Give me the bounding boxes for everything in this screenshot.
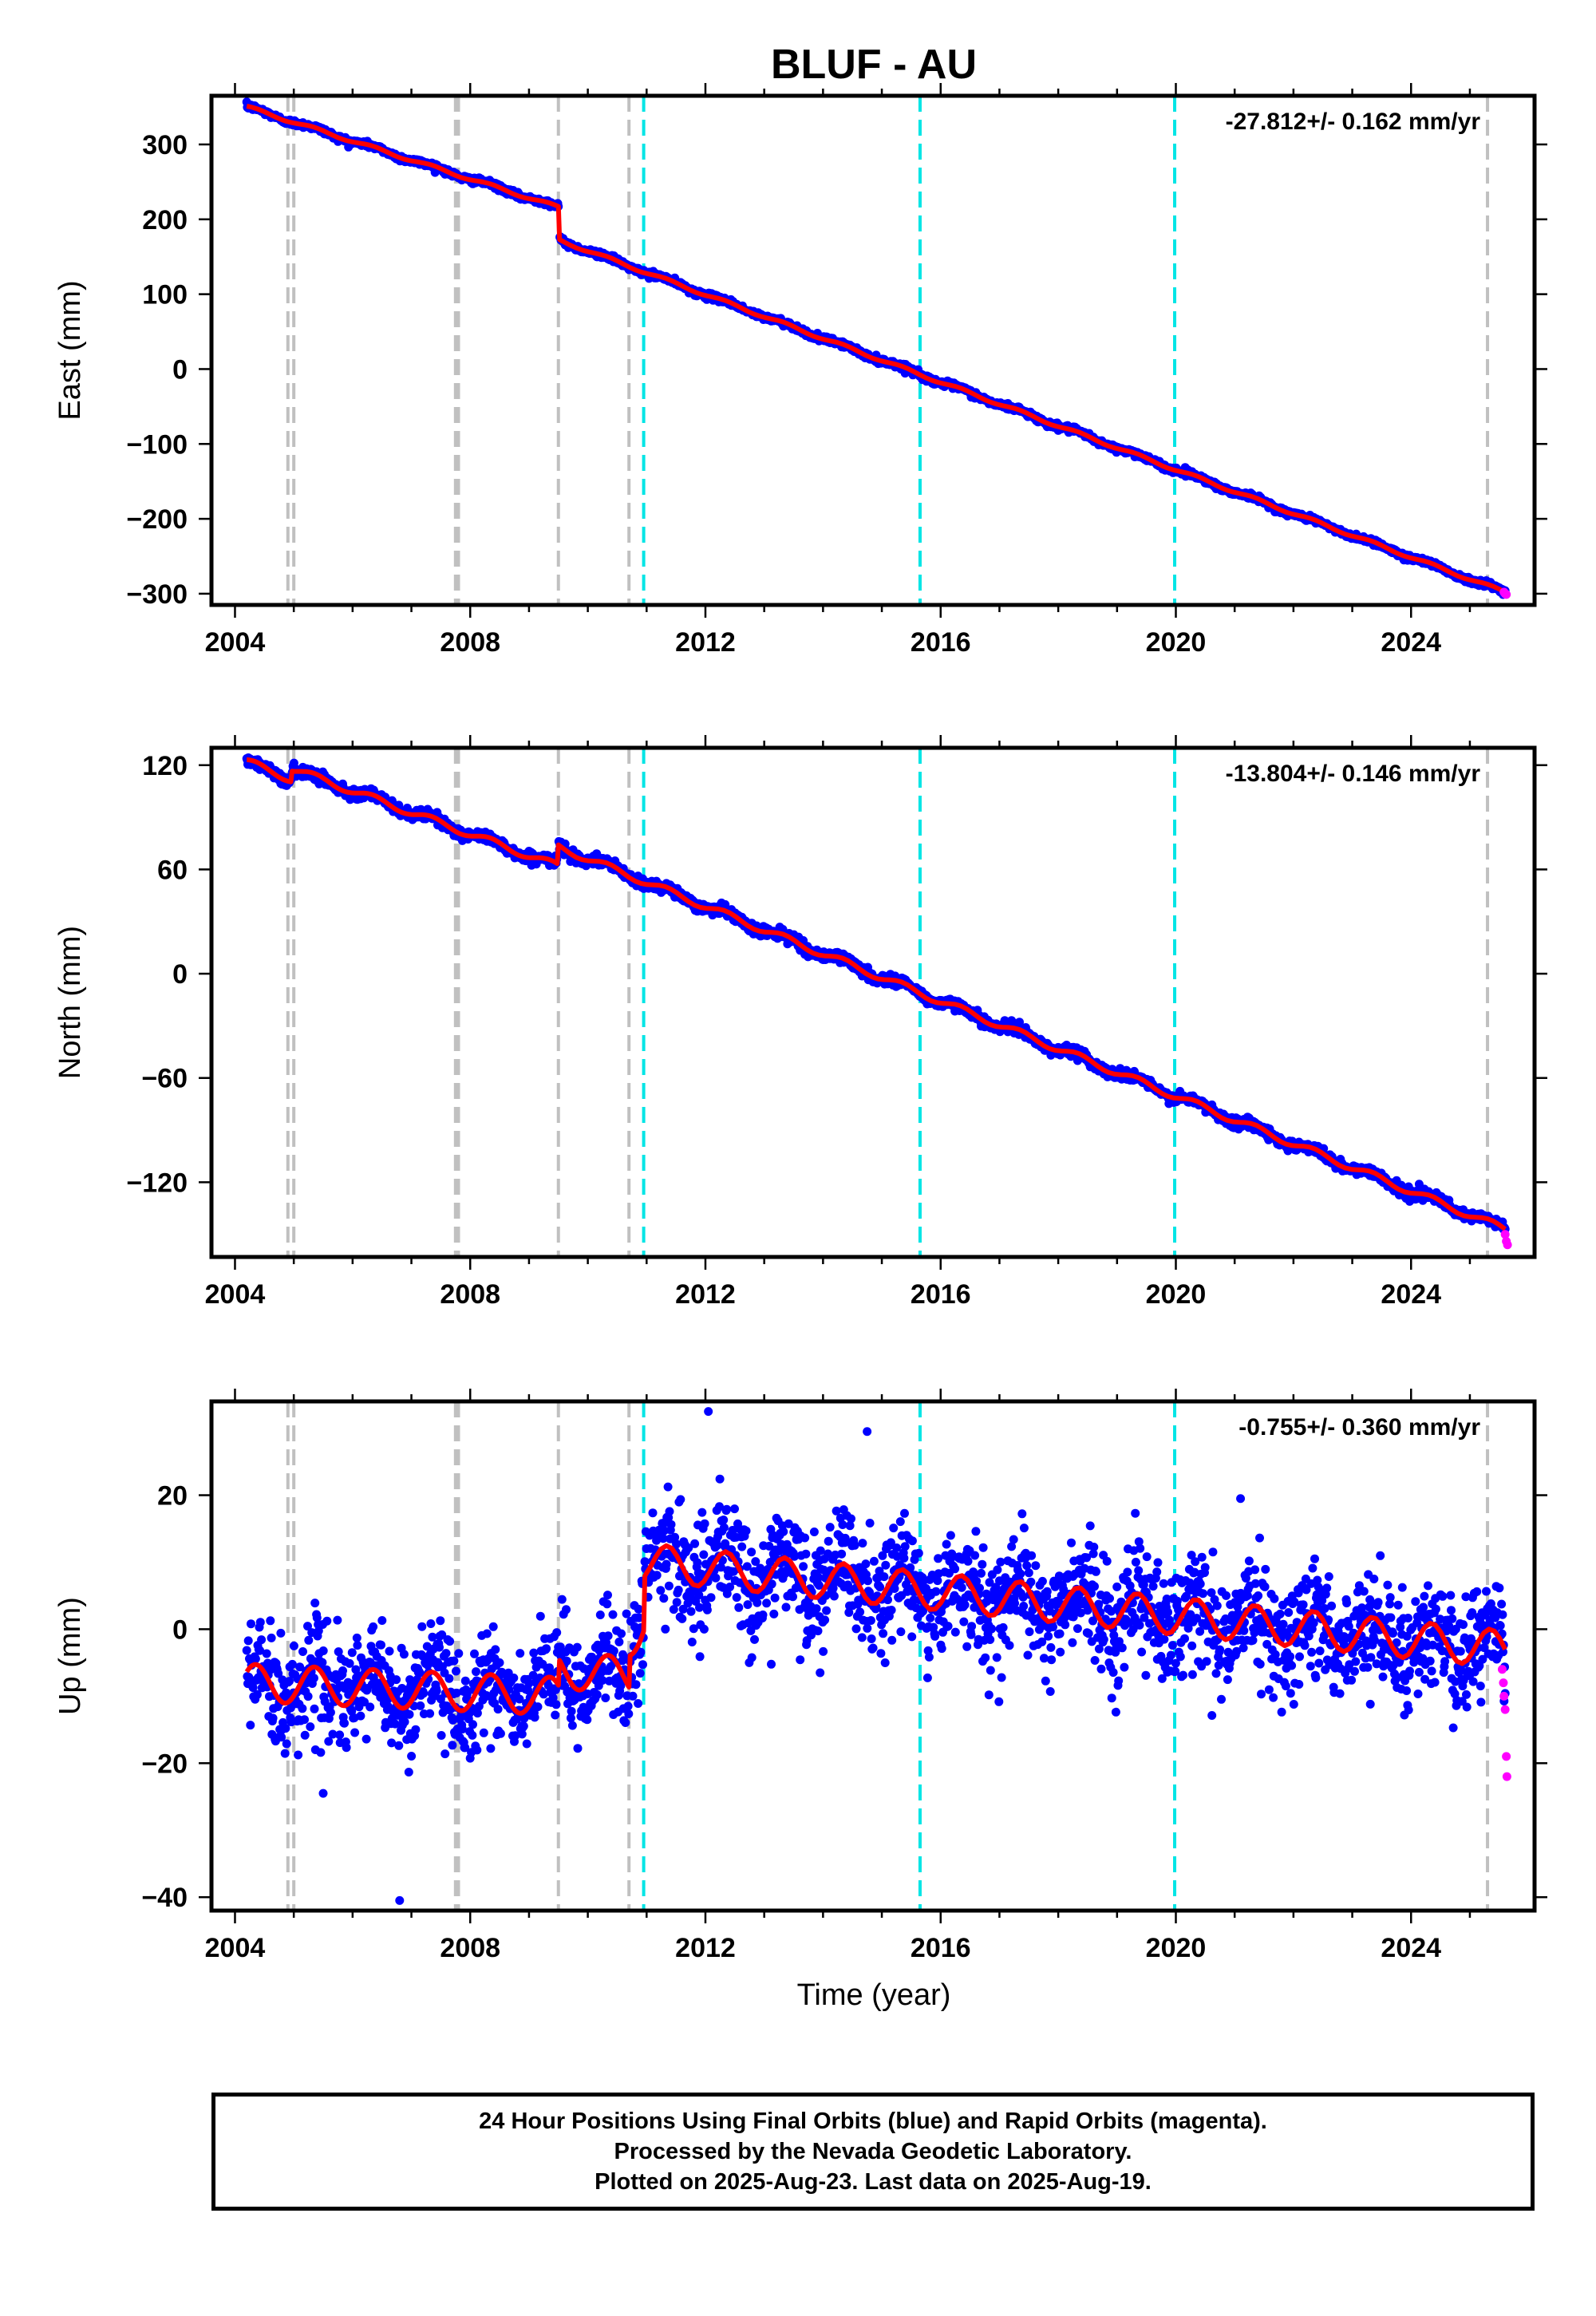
north-model-line <box>244 757 1507 1231</box>
final-orbit-point <box>247 1619 255 1629</box>
chart-title: BLUF - AU <box>771 41 977 88</box>
x-tick-label: 2008 <box>440 1279 500 1310</box>
up-plot-area <box>242 1401 1511 1911</box>
north-frame <box>209 745 1537 1259</box>
x-tick-label: 2004 <box>205 1279 266 1310</box>
x-tick-label: 2012 <box>675 627 736 658</box>
rapid-orbit-point <box>1500 1230 1510 1239</box>
north-rate-label: -13.804+/- 0.146 mm/yr <box>1226 761 1481 787</box>
final-orbit-point <box>243 1636 253 1646</box>
x-tick-label: 2004 <box>205 627 266 658</box>
y-tick-label: 200 <box>142 205 188 235</box>
y-tick-label: 300 <box>142 130 188 160</box>
x-tick-label: 2024 <box>1381 1279 1441 1310</box>
y-tick-label: −60 <box>141 1064 188 1094</box>
east-frame <box>209 93 1537 607</box>
east-y-axis-label: East (mm) <box>53 280 87 420</box>
y-tick-label: 0 <box>172 354 188 385</box>
y-tick-label: −100 <box>126 429 188 460</box>
x-tick-label: 2008 <box>440 627 500 658</box>
x-tick-label: 2012 <box>675 1279 736 1310</box>
east-rate-label: -27.812+/- 0.162 mm/yr <box>1226 109 1481 135</box>
rapid-orbit-point <box>1502 590 1511 599</box>
north-final-orbit-points <box>242 753 1510 1234</box>
north-y-axis-label: North (mm) <box>53 926 87 1079</box>
north-panel: 2004 2008 2012 2016 2020 2024 −120 −60 0 60 120 Nor… <box>53 735 1547 1310</box>
x-tick-label: 2024 <box>1381 627 1441 658</box>
x-tick-label: 2016 <box>911 1279 971 1310</box>
x-tick-label: 2020 <box>1146 1279 1207 1310</box>
y-tick-label: 0 <box>172 959 188 990</box>
x-tick-label: 2016 <box>911 627 971 658</box>
east-plot-area <box>242 96 1511 605</box>
rapid-orbit-point <box>1503 1240 1512 1250</box>
y-tick-label: −200 <box>126 504 188 535</box>
y-tick-label: 60 <box>157 855 188 885</box>
y-tick-label: 120 <box>142 751 188 781</box>
x-tick-label: 2020 <box>1146 627 1207 658</box>
east-model-line <box>246 104 1507 595</box>
final-orbit-point <box>242 1646 251 1655</box>
north-plot-area <box>242 748 1512 1257</box>
y-tick-label: −300 <box>126 579 188 610</box>
final-orbit-point <box>248 1683 258 1693</box>
final-orbit-point <box>246 1721 255 1730</box>
y-tick-label: 100 <box>142 280 188 310</box>
up-final-orbit-points <box>242 1474 1510 1777</box>
east-panel: 2004 2008 2012 2016 2020 2024 −300 −200 −100 0 100… <box>53 83 1547 658</box>
y-tick-label: −120 <box>126 1168 188 1198</box>
